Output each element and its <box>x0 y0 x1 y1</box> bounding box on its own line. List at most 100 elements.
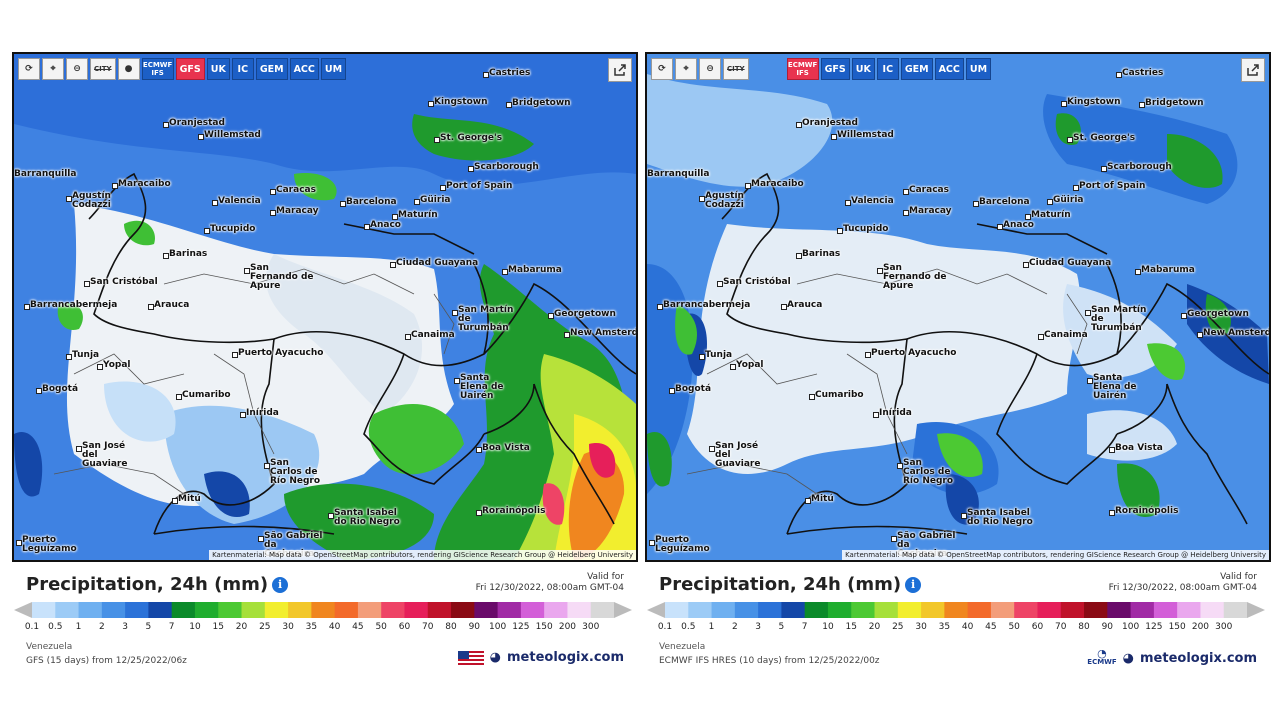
model-gfs-button[interactable]: GFS <box>175 58 205 80</box>
scale-swatch <box>241 602 266 618</box>
model-ecmwf-button[interactable]: ECMWF IFS <box>786 58 819 80</box>
brand-text[interactable]: meteologix.com <box>507 650 624 665</box>
scale-swatch <box>1177 602 1201 618</box>
scale-tick-label: 5 <box>778 622 785 632</box>
scale-tick-label: 90 <box>1101 622 1114 632</box>
model-ic-button[interactable]: IC <box>231 58 254 80</box>
model-ecmwf-button[interactable]: ECMWF IFS <box>141 58 174 80</box>
model-acc-button[interactable]: ACC <box>934 58 964 80</box>
scale-tick-label: 35 <box>305 622 318 632</box>
city-label: Ciudad Guayana <box>389 258 479 268</box>
refresh-icon[interactable]: ⟳ <box>18 58 40 80</box>
model-um-button[interactable]: UM <box>320 58 347 80</box>
scale-swatch <box>148 602 173 618</box>
model-acc-button[interactable]: ACC <box>289 58 319 80</box>
share-icon[interactable] <box>1241 58 1265 82</box>
city-label: Castries <box>1115 68 1164 78</box>
city-toggle-button[interactable]: CITY <box>90 58 116 80</box>
dot-icon[interactable]: ● <box>117 58 140 80</box>
scale-tick-label: 35 <box>938 622 951 632</box>
scale-swatch <box>357 602 382 618</box>
scale-ticks: 0.1 0.5 1 2 3 5 7 10 15 20 25 30 35 40 45 50 60 70 80 90 100… <box>12 622 634 636</box>
info-icon[interactable]: i <box>272 577 289 593</box>
model-gem-button[interactable]: GEM <box>900 58 933 80</box>
scale-swatch <box>311 602 336 618</box>
scale-tick-label: 7 <box>801 622 808 632</box>
city-label: Tunja <box>65 350 100 360</box>
city-label: Tucupido <box>203 224 256 234</box>
city-label: Bridgetown <box>506 98 571 108</box>
city-label: Maracay <box>270 206 319 216</box>
scale-swatch <box>590 602 615 618</box>
scale-tick-label: 300 <box>1215 622 1233 632</box>
city-label: Cumaribo <box>176 390 231 400</box>
scale-tick-label: 2 <box>98 622 105 632</box>
city-label: Mabaruma <box>502 265 562 275</box>
model-ic-button[interactable]: IC <box>876 58 899 80</box>
scale-tick-label: 45 <box>985 622 997 632</box>
city-label: Bogotá <box>35 384 79 394</box>
city-label: Kingstown <box>1060 97 1121 107</box>
info-icon[interactable]: i <box>905 577 922 593</box>
model-um-button[interactable]: UM <box>965 58 992 80</box>
city-toggle-button[interactable]: CITY <box>723 58 749 80</box>
city-label: San Cristóbal <box>84 277 158 287</box>
map-panel-ecmwf[interactable]: ⟳ ⌖ ⊖ CITY ECMWF IFS GFS UK IC GEM ACC U… <box>645 52 1271 562</box>
city-label: Tunja <box>698 350 733 360</box>
color-scale-bar <box>14 602 632 618</box>
map-panel-gfs[interactable]: ⟳ ⌖ ⊖ CITY ● ECMWF IFS GFS UK IC GEM ACC… <box>12 52 638 562</box>
city-label: Valencia <box>212 196 261 206</box>
scale-swatch <box>55 602 80 618</box>
scale-tick-label: 125 <box>1145 622 1163 632</box>
city-label: Bridgetown <box>1139 98 1204 108</box>
zoom-out-icon[interactable]: ⊖ <box>66 58 88 80</box>
city-label: Tucupido <box>836 224 889 234</box>
city-label: Ciudad Guayana <box>1022 258 1112 268</box>
city-label: Barcelona <box>340 197 397 207</box>
scale-tick-label: 40 <box>328 622 341 632</box>
precipitation-map-ecmwf[interactable] <box>647 54 1269 560</box>
city-label: San Carlos de Río Negro <box>897 458 954 486</box>
scale-arrow-left <box>647 602 665 618</box>
region-label: Venezuela <box>26 642 73 652</box>
scale-tick-label: 30 <box>282 622 294 632</box>
city-label: Mitú <box>805 494 834 504</box>
scale-tick-label: 0.5 <box>48 622 63 632</box>
precipitation-map-gfs[interactable] <box>14 54 636 560</box>
model-gem-button[interactable]: GEM <box>255 58 288 80</box>
city-label: Puerto Leguízamo <box>16 535 77 554</box>
scale-tick-label: 70 <box>422 622 434 632</box>
model-uk-button[interactable]: UK <box>851 58 875 80</box>
share-icon[interactable] <box>608 58 632 82</box>
model-uk-button[interactable]: UK <box>206 58 230 80</box>
ecmwf-logo: ◔ ECMWF <box>1087 647 1117 666</box>
refresh-icon[interactable]: ⟳ <box>651 58 673 80</box>
city-label: San Cristóbal <box>717 277 791 287</box>
globe-icon: ◕ <box>1122 650 1135 666</box>
city-label: Kingstown <box>427 97 488 107</box>
scale-swatch <box>520 602 545 618</box>
scale-swatch <box>1037 602 1062 618</box>
scale-tick-label: 300 <box>582 622 600 632</box>
location-pin-icon[interactable]: ⌖ <box>675 58 697 80</box>
zoom-out-icon[interactable]: ⊖ <box>699 58 721 80</box>
city-label: Port of Spain <box>1072 181 1146 191</box>
brand: ◕ meteologix.com <box>457 650 624 665</box>
scale-tick-label: 10 <box>822 622 834 632</box>
scale-tick-label: 0.1 <box>24 622 40 632</box>
scale-tick-label: 200 <box>558 622 577 632</box>
scale-tick-label: 40 <box>961 622 974 632</box>
city-label: Maturín <box>392 210 438 220</box>
city-label: Willemstad <box>831 130 894 140</box>
city-label: Barranquilla <box>14 169 77 179</box>
brand-text[interactable]: meteologix.com <box>1140 650 1257 666</box>
location-pin-icon[interactable]: ⌖ <box>42 58 64 80</box>
scale-tick-label: 70 <box>1055 622 1067 632</box>
model-gfs-button[interactable]: GFS <box>820 58 850 80</box>
scale-swatch <box>1223 602 1248 618</box>
scale-swatch <box>804 602 829 618</box>
scale-arrow-right <box>1247 602 1265 618</box>
scale-ticks: 0.1 0.5 1 2 3 5 7 10 15 20 25 30 35 40 45 50 60 70 80 90 100… <box>645 622 1267 636</box>
scale-swatch <box>567 602 592 618</box>
city-label: Güiria <box>1046 195 1084 205</box>
